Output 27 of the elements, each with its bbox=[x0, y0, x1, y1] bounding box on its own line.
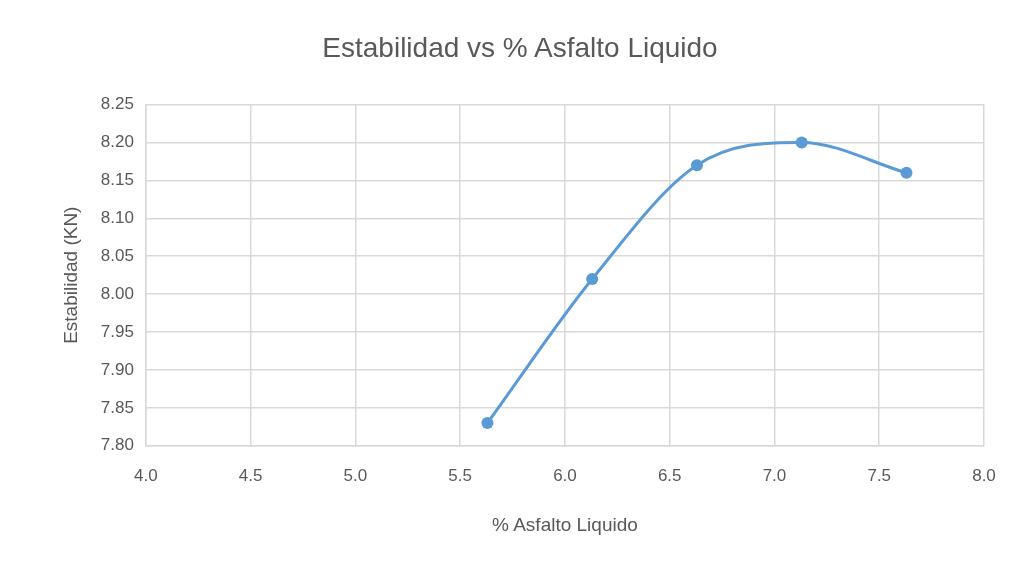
chart-title: Estabilidad vs % Asfalto Liquido bbox=[322, 31, 718, 63]
x-tick-label: 5.5 bbox=[448, 465, 472, 485]
point bbox=[795, 136, 808, 149]
x-tick-label: 4.0 bbox=[134, 465, 158, 485]
y-tick-label: 7.90 bbox=[100, 359, 134, 379]
x-tick-label: 7.0 bbox=[762, 465, 787, 485]
y-tick-label: 8.10 bbox=[100, 208, 134, 228]
x-axis-title: % Asfalto Liquido bbox=[492, 513, 638, 535]
y-tick-label: 7.85 bbox=[100, 397, 134, 417]
y-tick-label: 8.25 bbox=[100, 94, 134, 114]
point bbox=[690, 159, 703, 172]
x-tick-label: 7.5 bbox=[867, 465, 892, 485]
point bbox=[481, 417, 494, 430]
x-tick-label: 6.5 bbox=[657, 465, 682, 485]
point bbox=[900, 166, 913, 179]
y-tick-label: 8.15 bbox=[100, 170, 134, 190]
y-tick-label: 7.80 bbox=[100, 435, 134, 455]
y-tick-label: 8.00 bbox=[100, 283, 134, 303]
y-axis-title: Estabilidad (KN) bbox=[59, 206, 81, 344]
point bbox=[586, 272, 599, 285]
y-tick-label: 8.20 bbox=[100, 132, 134, 152]
x-tick-label: 5.0 bbox=[343, 465, 368, 485]
y-tick-label: 7.95 bbox=[100, 321, 134, 341]
x-tick-label: 8.0 bbox=[972, 465, 996, 485]
y-tick-label: 8.05 bbox=[100, 245, 134, 265]
x-tick-label: 4.5 bbox=[238, 465, 263, 485]
x-tick-label: 6.0 bbox=[553, 465, 577, 485]
